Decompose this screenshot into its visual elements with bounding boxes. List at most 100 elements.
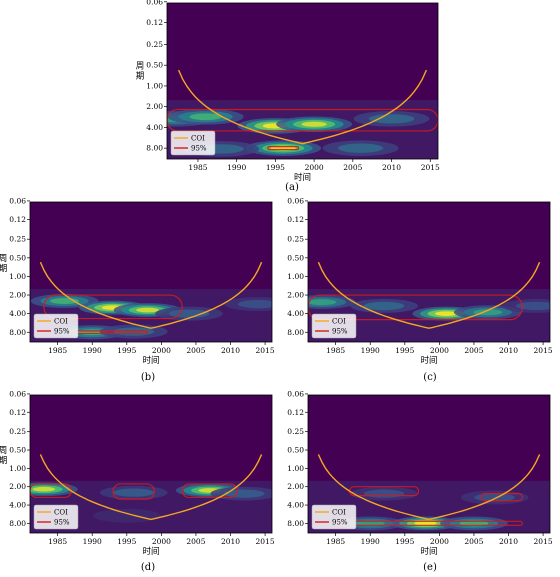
plot-frame [307, 394, 551, 534]
power-hotspot [301, 121, 327, 127]
x-tick-label: 2010 [221, 346, 240, 355]
power-hotspot [474, 493, 516, 502]
significance-contours [167, 108, 438, 151]
significance-contours [308, 294, 523, 321]
x-tick-label: 1995 [117, 346, 136, 355]
legend: COI 95% [311, 313, 357, 339]
power-hotspot [92, 508, 161, 523]
x-tick-label: 1995 [117, 537, 136, 546]
legend-label: 95% [332, 519, 348, 527]
y-tick-label: 0.06 [9, 196, 26, 205]
power-hotspot [189, 113, 222, 121]
legend: COI 95% [33, 313, 79, 339]
power-hotspot [368, 114, 415, 124]
power-hotspot [32, 486, 56, 492]
x-tick-label: 2015 [256, 346, 275, 355]
y-tick-label: 4.00 [146, 123, 163, 132]
significance-contour [267, 146, 300, 151]
x-tick-label: 2000 [430, 537, 449, 546]
y-axis-label: 周期 [0, 254, 7, 274]
y-tick-label: 0.25 [287, 427, 304, 436]
y-tick-label: 0.06 [287, 389, 304, 398]
y-tick-label: 1.00 [9, 464, 26, 473]
y-tick-label: 0.50 [287, 446, 304, 455]
x-axis-label: 时间 [294, 172, 311, 183]
x-tick-label: 2015 [534, 346, 553, 355]
x-tick-label: 2010 [499, 346, 518, 355]
legend-label: COI [332, 509, 346, 517]
significance-contour [480, 493, 523, 502]
y-tick-label: 1.00 [287, 464, 304, 473]
power-hotspot [363, 489, 405, 498]
x-tick-label: 1985 [48, 346, 67, 355]
y-tick-label: 1.00 [287, 272, 304, 281]
y-tick-label: 1.00 [9, 272, 26, 281]
y-tick-label: 0.12 [287, 215, 304, 224]
y-tick-label: 0.06 [287, 196, 304, 205]
x-tick-label: 1995 [266, 163, 285, 172]
x-tick-label: 1990 [361, 346, 380, 355]
y-tick-label: 2.00 [287, 482, 304, 491]
wavelet-panel-b: 1985 1990 1995 2000 2005 2010 2015 0.06 0.12 0.25… [0, 196, 275, 383]
x-tick-label: 2005 [464, 346, 483, 355]
x-tick-label: 1985 [326, 537, 345, 546]
y-tick-label: 1.00 [146, 81, 163, 90]
x-axis-label: 时间 [420, 355, 437, 366]
y-tick-label: 0.25 [287, 235, 304, 244]
x-tick-label: 2005 [343, 163, 362, 172]
power-hotspot [224, 489, 265, 498]
wavelet-panel-e: 1985 1990 1995 2000 2005 2010 2015 0.06 0.12 0.25… [287, 389, 553, 573]
legend: COI 95% [311, 504, 357, 530]
y-tick-label: 0.25 [9, 427, 26, 436]
plot-frame [307, 201, 551, 343]
y-tick-label: 8.00 [9, 519, 26, 528]
x-tick-label: 2000 [152, 346, 171, 355]
x-tick-label: 2000 [152, 537, 171, 546]
coi-curve [317, 261, 541, 329]
legend-label: 95% [54, 519, 70, 527]
x-tick-label: 1990 [83, 346, 102, 355]
y-tick-label: 4.00 [9, 501, 26, 510]
y-tick-label: 4.00 [287, 501, 304, 510]
x-tick-label: 2010 [382, 163, 401, 172]
legend-label: COI [191, 135, 205, 143]
y-tick-label: 0.12 [9, 408, 26, 417]
coi-curve [39, 261, 263, 329]
y-tick-label: 2.00 [146, 102, 163, 111]
x-tick-label: 2005 [186, 537, 205, 546]
wavelet-panel-a: 1985 1990 1995 2000 2005 2010 2015 0.06 0.12 0.25… [136, 0, 440, 193]
significance-contour [112, 483, 156, 500]
x-tick-label: 1990 [361, 537, 380, 546]
power-hotspot [136, 307, 159, 313]
x-axis-label: 时间 [420, 546, 437, 557]
x-tick-label: 2015 [534, 537, 553, 546]
x-tick-label: 1985 [48, 537, 67, 546]
legend: COI 95% [33, 504, 79, 530]
plot-frame [166, 2, 439, 160]
x-tick-label: 2005 [186, 346, 205, 355]
y-tick-label: 2.00 [9, 291, 26, 300]
significance-contour [181, 483, 239, 499]
x-tick-label: 2010 [221, 537, 240, 546]
wavelet-panel-d: 1985 1990 1995 2000 2005 2010 2015 0.06 0.12 0.25… [0, 389, 275, 573]
x-tick-label: 2005 [464, 537, 483, 546]
y-axis-label: 周期 [0, 446, 7, 466]
x-tick-label: 2015 [256, 537, 275, 546]
x-tick-label: 2000 [430, 346, 449, 355]
x-tick-label: 1985 [188, 163, 207, 172]
y-tick-label: 8.00 [287, 328, 304, 337]
legend: COI 95% [170, 130, 216, 156]
y-tick-label: 0.12 [146, 18, 163, 27]
legend-label: 95% [332, 328, 348, 336]
legend-box [33, 504, 79, 530]
legend-box [311, 504, 357, 530]
legend-box [311, 313, 357, 339]
legend-label: COI [54, 318, 68, 326]
power-hotspot [237, 299, 272, 309]
y-tick-label: 4.00 [287, 309, 304, 318]
power-hotspot [414, 521, 437, 526]
y-tick-label: 0.12 [287, 408, 304, 417]
y-tick-label: 0.06 [146, 0, 163, 6]
x-tick-label: 1990 [227, 163, 246, 172]
